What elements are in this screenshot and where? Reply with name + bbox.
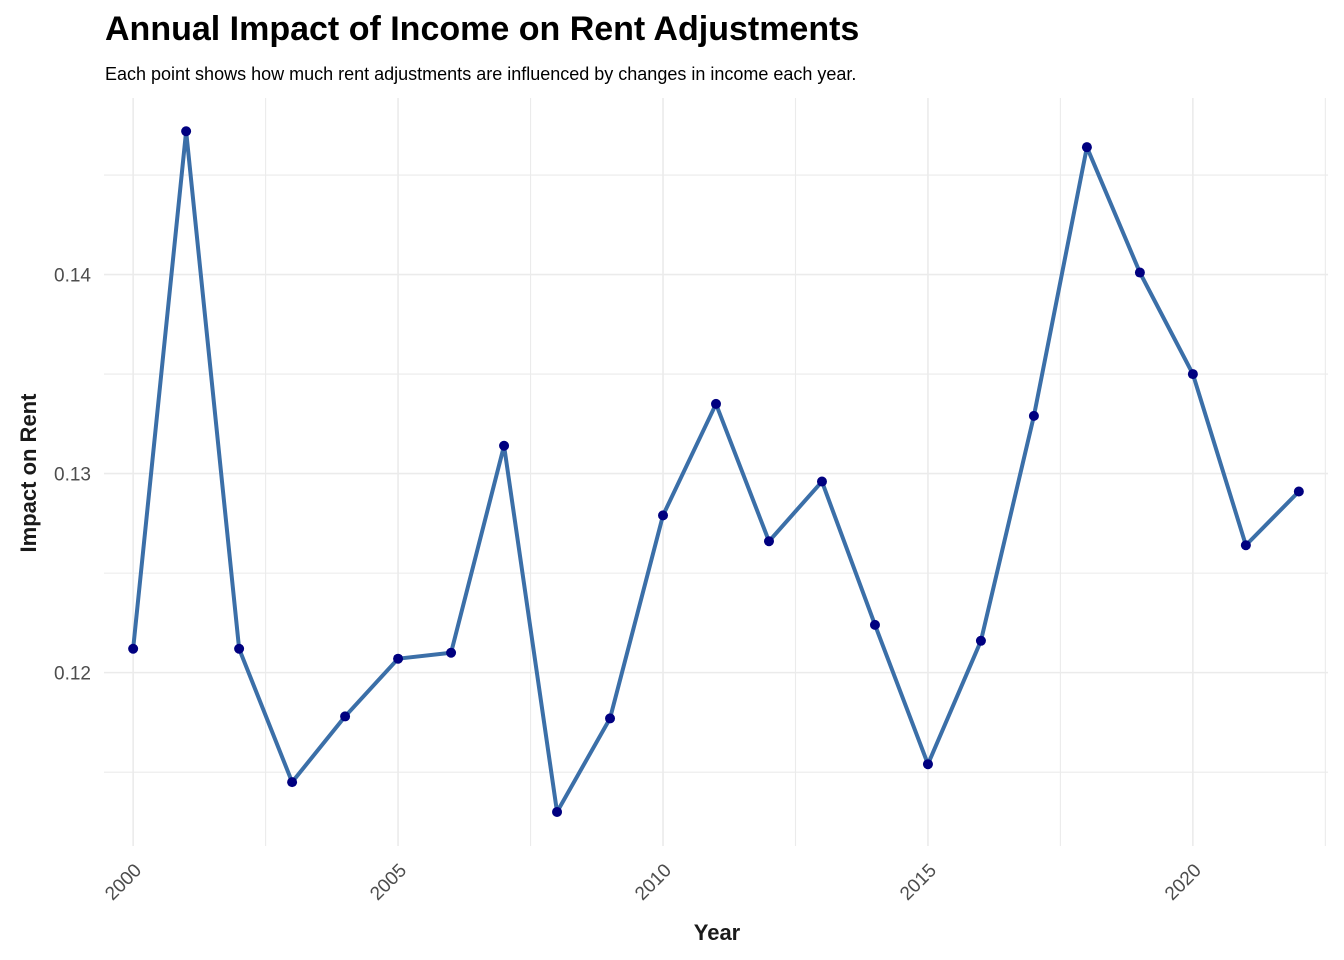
data-point (975, 635, 986, 646)
data-point (658, 510, 669, 521)
data-point (340, 711, 351, 722)
data-point (816, 476, 827, 487)
x-tick-label: 2000 (101, 860, 146, 905)
data-point (128, 643, 139, 654)
data-point (446, 647, 457, 658)
x-tick-label: 2020 (1161, 860, 1206, 905)
data-point (1240, 540, 1251, 551)
data-point (1081, 142, 1092, 153)
y-tick-label: 0.12 (54, 664, 91, 685)
y-tick-label: 0.14 (54, 266, 91, 287)
x-tick-labels: 2000 2005 2010 2015 2020 (101, 860, 1205, 905)
data-point (1134, 267, 1145, 278)
chart-title: Annual Impact of Income on Rent Adjustme… (105, 10, 860, 48)
data-point (1028, 410, 1039, 421)
data-point (234, 643, 245, 654)
series-line (131, 129, 1301, 814)
data-point (287, 777, 298, 788)
x-axis-title: Year (694, 920, 741, 945)
data-points (128, 126, 1304, 817)
x-tick-label: 2005 (366, 860, 411, 905)
data-point (869, 619, 880, 630)
series-line-group (131, 129, 1301, 814)
data-point (552, 806, 563, 817)
y-axis-title: Impact on Rent (16, 393, 41, 553)
x-tick-label: 2015 (896, 860, 941, 905)
data-point (1187, 369, 1198, 380)
data-point (922, 759, 933, 770)
chart-subtitle: Each point shows how much rent adjustmen… (105, 64, 857, 84)
grid-lines (104, 98, 1328, 846)
data-point (499, 440, 510, 451)
y-tick-labels: 0.12 0.13 0.14 (54, 266, 91, 685)
data-point (181, 126, 192, 137)
x-tick-label: 2010 (631, 860, 676, 905)
data-point (393, 653, 404, 664)
data-point (763, 536, 774, 547)
y-tick-label: 0.13 (54, 465, 91, 486)
data-point (605, 713, 616, 724)
data-point (711, 398, 721, 409)
data-point (1293, 486, 1304, 497)
